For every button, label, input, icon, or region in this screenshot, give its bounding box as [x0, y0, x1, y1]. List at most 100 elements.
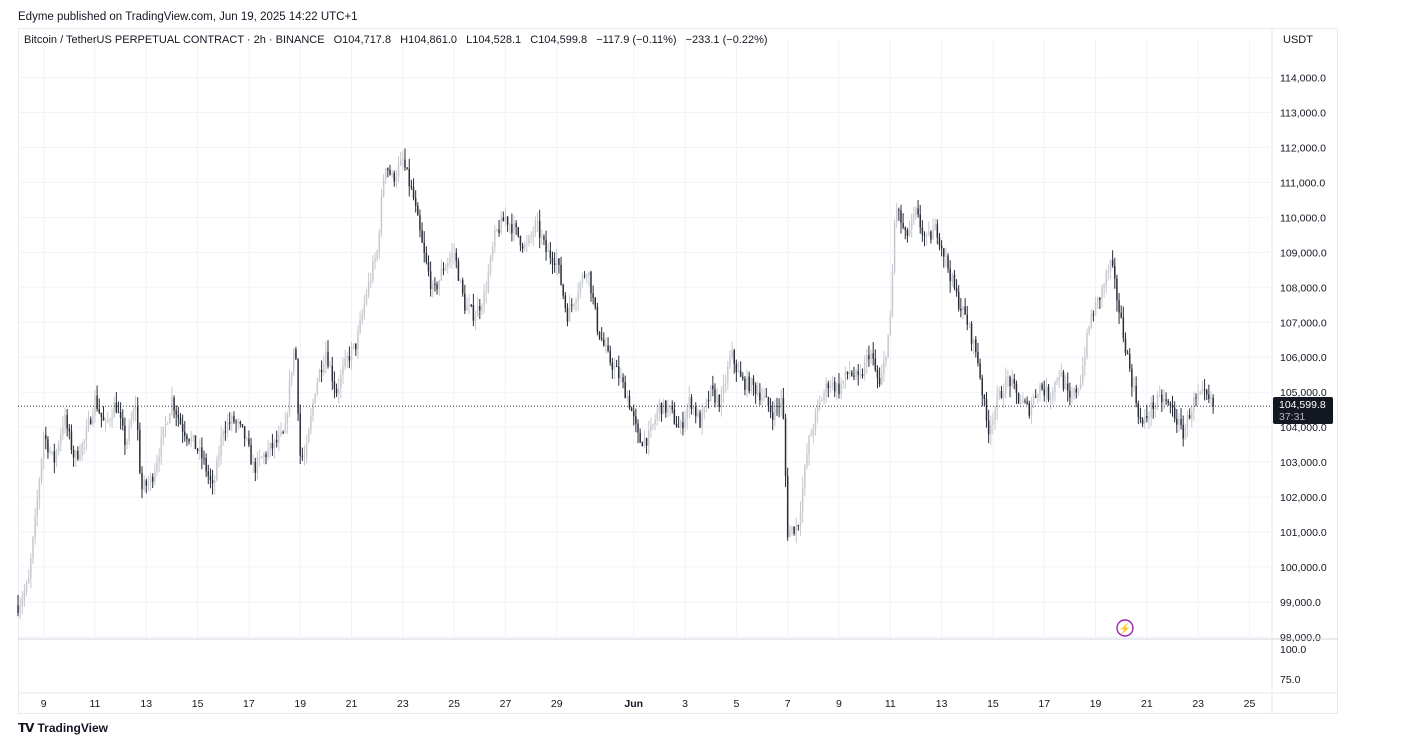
- candle-body: [198, 447, 201, 452]
- candle-body: [1094, 302, 1097, 316]
- candle-body: [771, 412, 774, 420]
- candle-body: [866, 355, 868, 363]
- candle-body: [739, 370, 742, 377]
- candle-body: [928, 231, 930, 235]
- candle-body: [115, 402, 118, 412]
- candle-body: [361, 313, 363, 321]
- candle-body: [500, 217, 502, 233]
- last-price-tag: 104,599.8 37:31: [1273, 397, 1333, 424]
- candle-body: [357, 332, 359, 350]
- candle-body: [1052, 391, 1054, 397]
- candle-body: [684, 418, 686, 429]
- candle-body: [620, 377, 622, 379]
- candle-body: [731, 350, 733, 357]
- candle-body: [434, 283, 436, 285]
- candle-body: [1167, 400, 1169, 404]
- candle-body: [399, 159, 402, 165]
- candle-body: [752, 378, 755, 385]
- volume-tick-label: 100.0: [1280, 644, 1306, 656]
- candle-body: [166, 423, 169, 425]
- candle-body: [303, 456, 306, 458]
- candle-body: [263, 454, 265, 458]
- candle-body: [333, 381, 336, 389]
- x-tick-label: 23: [397, 698, 409, 710]
- y-tick-label: 103,000.0: [1280, 457, 1327, 469]
- candle-body: [365, 294, 368, 304]
- y-tick-label: 111,000.0: [1280, 177, 1325, 189]
- candle-body: [556, 258, 558, 266]
- candle-body: [1197, 393, 1199, 398]
- candle-body: [1203, 389, 1206, 391]
- candle-body: [622, 377, 624, 383]
- candle-body: [248, 438, 250, 446]
- y-tick-label: 108,000.0: [1280, 282, 1327, 294]
- candle-body: [254, 461, 257, 473]
- candle-body: [92, 415, 94, 424]
- candle-body: [60, 434, 62, 445]
- x-tick-label: 7: [785, 698, 791, 710]
- candle-body: [449, 258, 451, 263]
- candle-body: [1062, 372, 1065, 389]
- candle-body: [718, 395, 721, 408]
- candle-body: [134, 407, 137, 410]
- candle-body: [697, 412, 699, 417]
- candle-body: [756, 392, 759, 395]
- candle-body: [126, 440, 128, 445]
- candle-body: [784, 418, 787, 477]
- candle-body: [714, 389, 716, 403]
- candle-body: [906, 230, 909, 236]
- candle-body: [966, 314, 969, 325]
- candle-body: [51, 451, 53, 453]
- candle-body: [829, 386, 832, 389]
- candle-body: [481, 306, 483, 311]
- candle-body: [94, 395, 96, 416]
- candle-body: [893, 222, 896, 272]
- candle-body: [658, 402, 661, 412]
- candle-body: [209, 475, 212, 480]
- candle-body: [1178, 418, 1180, 425]
- candle-body: [419, 215, 421, 231]
- footer-brand[interactable]: 𝗧𝗩 TradingView: [18, 721, 108, 735]
- candle-body: [972, 339, 975, 344]
- candle-body: [1161, 394, 1163, 403]
- candle-body: [179, 417, 182, 425]
- candle-body: [981, 377, 983, 396]
- candle-body: [551, 257, 554, 264]
- candle-body: [705, 399, 708, 407]
- candle-body: [233, 415, 235, 422]
- candle-body: [461, 280, 464, 294]
- candle-body: [585, 275, 588, 277]
- candle-body: [1154, 405, 1157, 410]
- candle-body: [1152, 402, 1155, 410]
- candle-body: [21, 599, 24, 606]
- candle-body: [930, 231, 932, 240]
- candle-body: [288, 380, 291, 415]
- candle-body: [793, 526, 795, 534]
- currency-label[interactable]: USDT: [1283, 34, 1313, 46]
- candle-body: [228, 422, 231, 424]
- candle-body: [1148, 416, 1150, 419]
- symbol-title[interactable]: Bitcoin / TetherUS PERPETUAL CONTRACT · …: [24, 34, 325, 46]
- candle-body: [273, 440, 276, 449]
- candle-body: [169, 413, 171, 424]
- legend-close: C104,599.8: [530, 34, 588, 46]
- candle-body: [346, 356, 348, 358]
- candle-body: [1064, 383, 1067, 389]
- candle-body: [53, 451, 56, 463]
- candle-body: [891, 271, 894, 317]
- candle-body: [374, 258, 376, 262]
- candle-body: [1081, 366, 1084, 384]
- candle-body: [468, 304, 470, 306]
- candle-body: [990, 424, 992, 435]
- candle-body: [72, 450, 75, 458]
- y-tick-label: 113,000.0: [1280, 107, 1326, 119]
- x-tick-label: 15: [987, 698, 999, 710]
- candle-body: [132, 409, 135, 421]
- candle-body: [1017, 392, 1020, 404]
- candle-body: [412, 187, 415, 199]
- candle-body: [151, 476, 154, 482]
- candle-body: [402, 159, 404, 161]
- y-tick-label: 98,000.0: [1280, 632, 1321, 644]
- candle-body: [470, 304, 473, 306]
